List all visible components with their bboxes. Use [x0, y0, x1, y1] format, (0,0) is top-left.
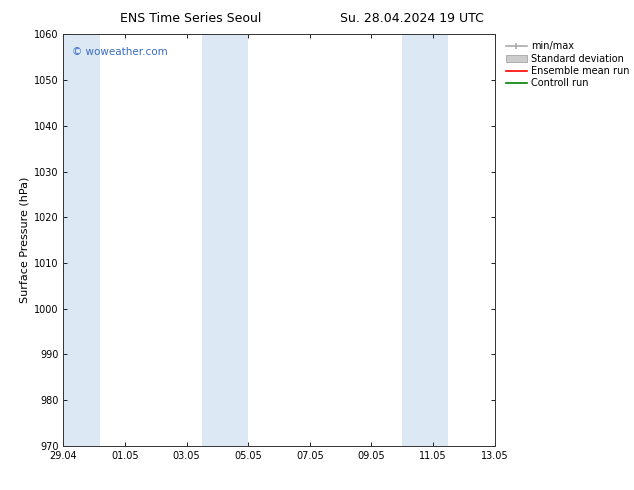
Bar [402, 34, 448, 446]
Legend: min/max, Standard deviation, Ensemble mean run, Controll run: min/max, Standard deviation, Ensemble me… [503, 39, 631, 90]
Y-axis label: Surface Pressure (hPa): Surface Pressure (hPa) [20, 177, 30, 303]
Text: ENS Time Series Seoul: ENS Time Series Seoul [120, 12, 261, 25]
Bar [63, 34, 100, 446]
Text: © woweather.com: © woweather.com [72, 47, 168, 57]
Bar [202, 34, 248, 446]
Text: Su. 28.04.2024 19 UTC: Su. 28.04.2024 19 UTC [340, 12, 484, 25]
